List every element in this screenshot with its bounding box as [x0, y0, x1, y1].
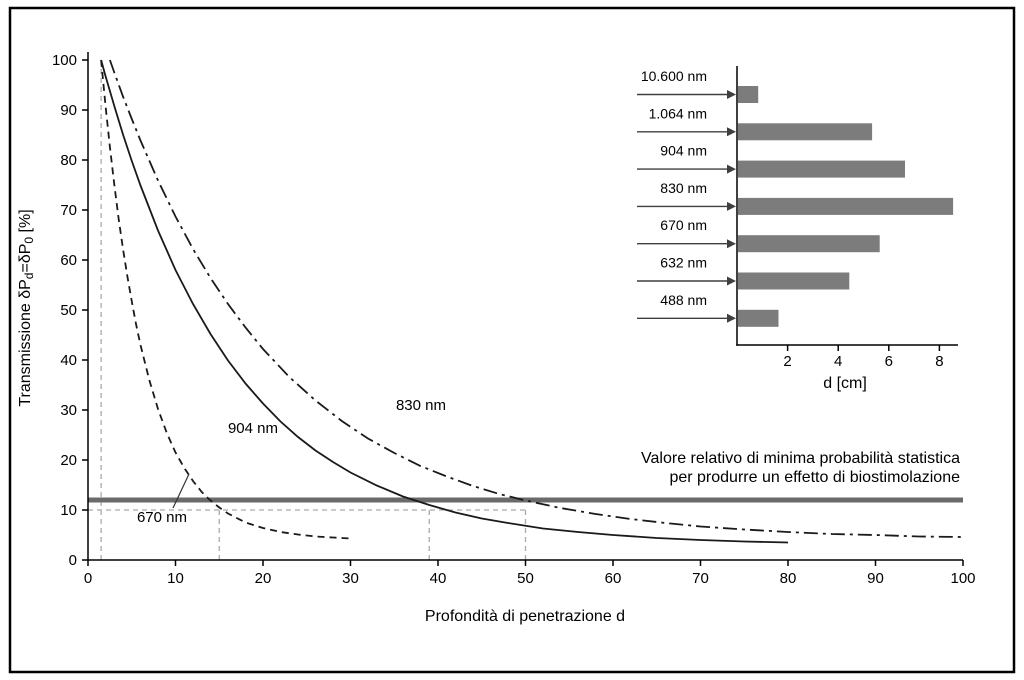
x-tick-label: 70 — [692, 570, 709, 587]
inset-x-tick-label: 4 — [834, 353, 842, 370]
inset-bar-1.064-nm — [738, 123, 873, 141]
inset-bar-chart: 2 4 6 8 10.600 nm 1.064 nm 904 nm 830 nm 670 nm 6… — [637, 66, 958, 370]
axes-layer: 0 10 20 30 40 50 60 70 80 90 100 0 10 20 30 40 50 60 70 80 9… — [52, 52, 976, 587]
x-tick-label: 90 — [867, 570, 884, 587]
x-tick-label: 20 — [255, 570, 272, 587]
inset-bar-10.600-nm — [738, 86, 759, 103]
inset-category-label: 10.600 nm — [641, 68, 707, 84]
curve-label-830nm: 830 nm — [396, 397, 446, 414]
x-tick-label: 30 — [342, 570, 359, 587]
y-tick-label: 80 — [60, 152, 77, 169]
y-tick-label: 60 — [60, 252, 77, 269]
y-tick-label: 90 — [60, 102, 77, 119]
inset-bar-632-nm — [738, 272, 850, 290]
y-axis-title: Transmissione δPd=δP0 [%] — [17, 209, 36, 406]
arrow-head-icon — [727, 127, 736, 137]
arrow-head-icon — [727, 313, 736, 323]
curve-label-670nm: 670 nm — [137, 509, 187, 526]
arrow-head-icon — [727, 164, 736, 174]
curve-670-leader-line — [172, 473, 190, 509]
y-tick-label: 10 — [60, 502, 77, 519]
inset-x-tick-label: 8 — [935, 353, 943, 370]
curve-904-nm — [100, 59, 789, 544]
curves-layer — [100, 59, 964, 544]
x-tick-label: 40 — [430, 570, 447, 587]
inset-bar-904-nm — [738, 160, 905, 178]
inset-category-label: 632 nm — [660, 255, 707, 271]
y-axis-title-sub-0: 0 — [22, 237, 36, 244]
y-axis-title-sub-d: d — [22, 273, 36, 280]
x-tick-label: 60 — [605, 570, 622, 587]
x-tick-label: 10 — [167, 570, 184, 587]
y-tick-label: 30 — [60, 402, 77, 419]
inset-category-label: 1.064 nm — [649, 105, 707, 121]
y-tick-label: 100 — [52, 52, 77, 69]
inset-category-label: 830 nm — [660, 180, 707, 196]
inset-category-label: 904 nm — [660, 143, 707, 159]
curve-670-nm — [100, 59, 351, 540]
x-tick-label: 0 — [84, 570, 92, 587]
inset-bar-488-nm — [738, 309, 779, 327]
arrow-head-icon — [727, 239, 736, 249]
x-tick-label: 50 — [517, 570, 534, 587]
y-tick-label: 40 — [60, 352, 77, 369]
guide-lines — [88, 60, 527, 560]
inset-bar-670-nm — [738, 235, 880, 253]
threshold-label-line1: Valore relativo di minima probabilità st… — [641, 450, 960, 467]
inset-x-tick-label: 6 — [885, 353, 893, 370]
x-tick-label: 100 — [950, 570, 975, 587]
threshold-label-line2: per produrre un effetto di biostimolazio… — [669, 469, 960, 486]
inset-x-tick-label: 2 — [783, 353, 791, 370]
curve-label-904nm: 904 nm — [228, 420, 278, 437]
curve-830-nm — [109, 59, 964, 538]
y-tick-label: 20 — [60, 452, 77, 469]
y-tick-label: 70 — [60, 202, 77, 219]
inset-category-label: 670 nm — [660, 217, 707, 233]
arrow-head-icon — [727, 90, 736, 99]
y-axis-title-pre: Transmissione δP — [17, 279, 34, 406]
arrow-head-icon — [727, 201, 736, 211]
y-axis-title-mid: =δP — [17, 244, 34, 273]
y-tick-label: 50 — [60, 302, 77, 319]
y-axis-title-post: [%] — [17, 209, 34, 237]
arrow-head-icon — [727, 276, 736, 286]
inset-bar-830-nm — [738, 197, 954, 215]
frame-border — [8, 6, 1016, 674]
y-tick-label: 0 — [69, 552, 77, 569]
inset-x-axis-title: d [cm] — [823, 375, 867, 392]
x-axis-title: Profondità di penetrazione d — [425, 608, 625, 625]
x-tick-label: 80 — [780, 570, 797, 587]
inset-category-label: 488 nm — [660, 292, 707, 308]
